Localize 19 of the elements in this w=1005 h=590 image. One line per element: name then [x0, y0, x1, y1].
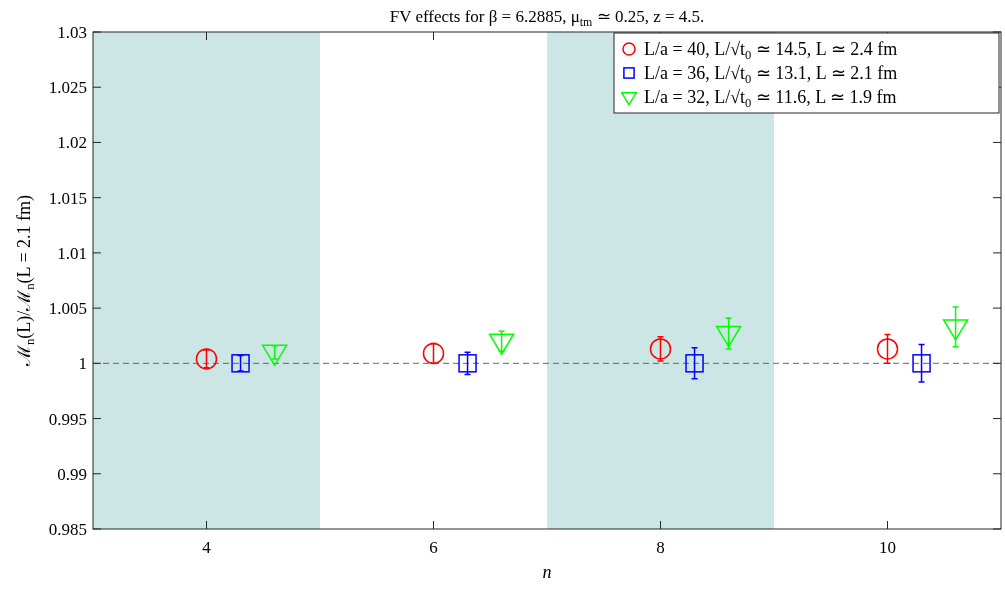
y-tick-label: 1.01	[57, 243, 87, 263]
y-tick-label: 0.995	[48, 409, 87, 429]
y-tick-label: 1.02	[57, 133, 87, 153]
x-tick-label: 10	[879, 538, 896, 557]
legend-label: L/a = 40, L/√t$_{0}$ ≃ 14.5, L ≃ 2.4 fm	[644, 39, 898, 63]
legend-label: L/a = 32, L/√t$_{0}$ ≃ 11.6, L ≃ 1.9 fm	[644, 87, 897, 111]
y-tick-label: 0.985	[48, 519, 87, 539]
y-tick-label: 1.03	[57, 22, 87, 42]
legend-label: L/a = 36, L/√t$_{0}$ ≃ 13.1, L ≃ 2.1 fm	[644, 63, 898, 87]
x-tick-label: 6	[429, 538, 438, 557]
y-tick-label: 1.025	[48, 78, 87, 98]
x-tick-label: 4	[202, 538, 212, 557]
chart-title: FV effects for β = 6.2885, μ$_{tm}$ ≃ 0.25, z = 4.5.	[389, 7, 705, 29]
x-tick-label: 8	[656, 538, 665, 557]
x-axis-title: n	[542, 562, 552, 582]
y-tick-label: 0.99	[57, 464, 87, 484]
y-tick-label: 1.015	[48, 188, 87, 208]
y-tick-label: 1	[78, 354, 87, 374]
y-tick-label: 1.005	[48, 299, 87, 319]
